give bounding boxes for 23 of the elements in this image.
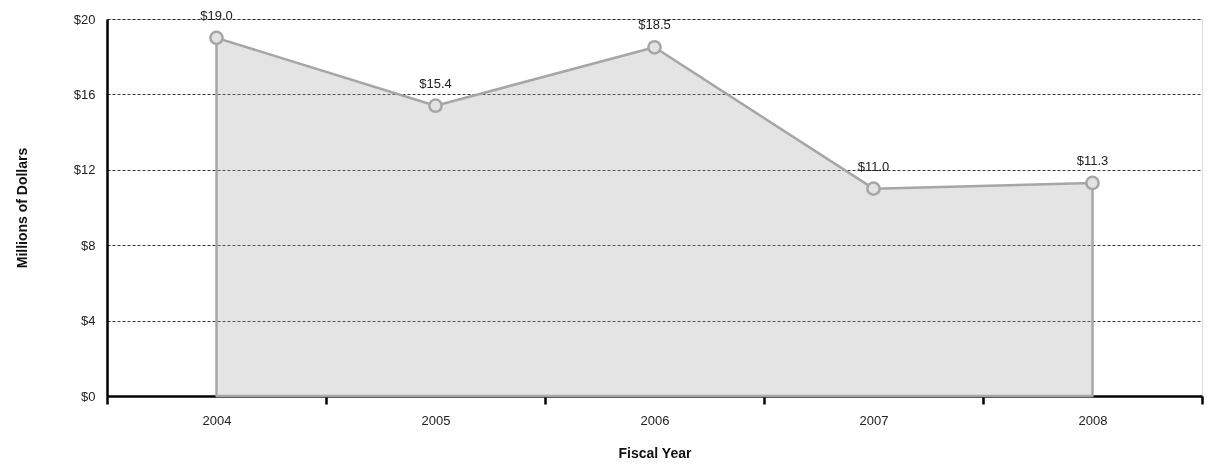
- x-tick-label: 2006: [640, 412, 670, 428]
- data-label: $11.0: [857, 158, 890, 174]
- point: [647, 39, 662, 55]
- x-tick-label: 2007: [859, 412, 889, 428]
- x-tick-label: 2004: [202, 412, 232, 428]
- y-tick-label: $4: [81, 313, 96, 329]
- x-tick-label: 2008: [1078, 412, 1108, 428]
- y-tick-label: $8: [81, 237, 96, 253]
- point: [1085, 175, 1100, 191]
- y-tick-label: $12: [73, 162, 96, 178]
- data-label: $18.5: [638, 17, 671, 33]
- y-tick-label: $16: [73, 86, 96, 102]
- data-label: $15.4: [419, 75, 452, 91]
- data-label: $19.0: [200, 7, 233, 23]
- x-axis-title: Fiscal Year: [618, 444, 692, 461]
- point: [209, 30, 224, 46]
- x-tick-label: 2005: [421, 412, 451, 428]
- y-axis-title: Millions of Dollars: [13, 147, 30, 269]
- y-tick-label: $20: [73, 11, 96, 27]
- point: [428, 98, 443, 114]
- y-tick-label: $0: [81, 388, 96, 404]
- point: [866, 181, 881, 197]
- data-label: $11.3: [1076, 152, 1109, 168]
